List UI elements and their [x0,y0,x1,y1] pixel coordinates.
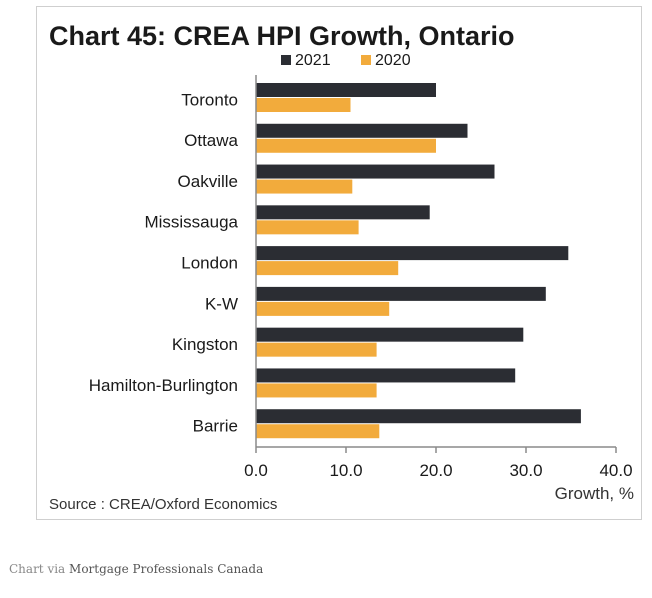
bar-2021 [256,286,546,301]
x-tick-label: 30.0 [509,461,542,480]
category-label: Barrie [193,417,238,436]
category-label: Ottawa [184,131,238,150]
category-label: London [181,254,238,273]
bar-2021 [256,327,524,342]
caption-prefix: Chart via [9,562,66,576]
chart-legend: 2021 2020 [281,52,411,69]
category-label: Hamilton-Burlington [89,376,238,395]
category-label: Toronto [181,90,238,109]
bar-2021 [256,246,569,261]
x-axis-title: Growth, % [555,484,634,503]
legend-swatch-2020 [361,55,371,65]
chart-panel: Chart 45: CREA HPI Growth, Ontario 2021 2… [36,6,642,520]
legend-label-2020: 2020 [375,52,411,69]
category-label: K-W [205,294,238,313]
category-label: Oakville [178,172,238,191]
bar-2021 [256,83,436,97]
legend-swatch-2021 [281,55,291,65]
source-note: Source : CREA/Oxford Economics [49,496,277,513]
legend-label-2021: 2021 [295,52,331,69]
bar-2021 [256,368,516,383]
category-label: Kingston [172,335,238,354]
plot-area: Toronto Ottawa Oakville Mississauga London K-… [89,75,633,480]
chart-title: Chart 45: CREA HPI Growth, Ontario [49,21,515,51]
bar-2020 [256,301,390,316]
bar-2020 [256,98,351,112]
x-tick-label: 0.0 [244,461,268,480]
bar-2020 [256,424,380,439]
bar-chart: Chart 45: CREA HPI Growth, Ontario 2021 2… [49,21,634,513]
bar-2020 [256,261,399,276]
bar-2020 [256,179,353,194]
caption-source-link[interactable]: Mortgage Professionals Canada [69,562,264,576]
bar-2021 [256,205,430,220]
x-tick-label: 40.0 [599,461,632,480]
image-caption: Chart via Mortgage Professionals Canada [9,562,263,576]
bar-2020 [256,138,436,153]
bar-2020 [256,342,377,357]
bar-2021 [256,123,468,138]
x-tick-label: 20.0 [419,461,452,480]
bar-2021 [256,409,581,424]
bar-2021 [256,164,495,179]
bar-2020 [256,383,377,398]
bar-2020 [256,220,359,235]
x-tick-label: 10.0 [329,461,362,480]
category-label: Mississauga [144,213,238,232]
